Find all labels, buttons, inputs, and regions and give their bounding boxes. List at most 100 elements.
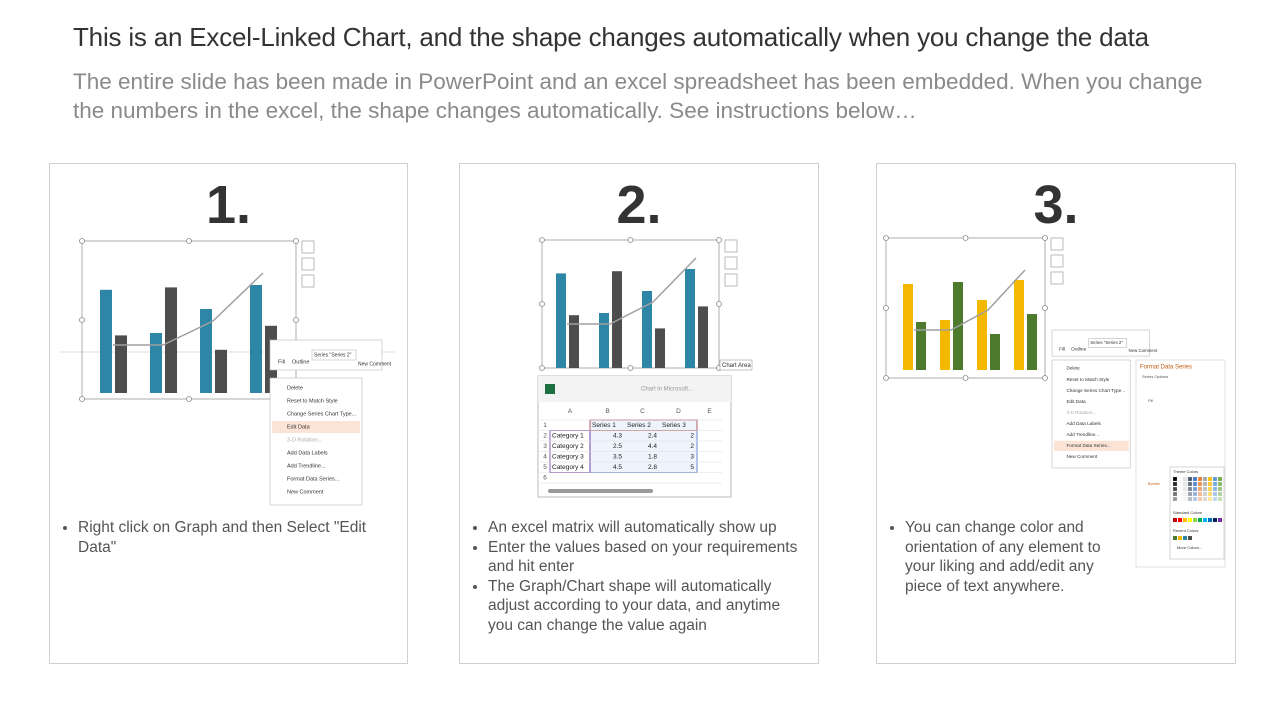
label: Category 4	[552, 464, 584, 471]
handle	[883, 305, 889, 311]
swatch	[1203, 518, 1207, 522]
label: Recent Colors	[1173, 528, 1198, 533]
swatch	[1172, 496, 1178, 502]
swatch	[1178, 536, 1182, 540]
chart-button	[1050, 237, 1064, 251]
swatch	[1192, 496, 1198, 502]
swatch	[1207, 476, 1213, 482]
label: 5	[543, 464, 547, 471]
handle	[1042, 235, 1048, 241]
swatch	[1202, 481, 1208, 487]
slide-subtitle: The entire slide has been made in PowerP…	[73, 69, 1203, 123]
swatch	[1172, 476, 1178, 482]
swatch	[1192, 481, 1198, 487]
panel: 2. An excel matrix will automatically sho…	[459, 163, 819, 664]
label: Edit Data	[1066, 399, 1086, 404]
chart-button	[301, 274, 315, 288]
label: 2	[690, 432, 694, 439]
label: 2.8	[648, 464, 657, 471]
swatch	[1187, 476, 1193, 482]
label: A	[568, 408, 573, 415]
bullet: You can change color and orientation of …	[905, 518, 1105, 596]
swatch	[1173, 518, 1177, 522]
swatch	[1202, 496, 1208, 502]
handle	[293, 317, 299, 323]
handle	[1042, 375, 1048, 381]
swatch	[1187, 481, 1193, 487]
handle	[1042, 305, 1048, 311]
excel-titlebar	[538, 376, 731, 402]
label: Change Series Chart Type...	[1066, 388, 1125, 393]
bar	[215, 349, 227, 393]
handle	[883, 375, 889, 381]
menu-highlight	[272, 421, 360, 433]
chart-button	[301, 240, 315, 254]
bar	[599, 313, 609, 368]
bullets: You can change color and orientation of …	[877, 518, 1105, 596]
bar	[200, 309, 212, 393]
swatch	[1182, 476, 1188, 482]
label: Outline	[292, 359, 309, 365]
dropdown	[1088, 338, 1128, 348]
label: Add Trendline...	[287, 463, 326, 469]
swatch	[1207, 486, 1213, 492]
label: Reset to Match Style	[1066, 377, 1109, 382]
bar	[698, 306, 708, 368]
bullet: An excel matrix will automatically show …	[488, 518, 808, 538]
bar	[250, 285, 262, 393]
swatch	[1213, 518, 1217, 522]
swatch	[1192, 476, 1198, 482]
label: Series 1	[592, 422, 616, 429]
label: Edit Data	[287, 424, 311, 430]
handle	[962, 235, 969, 241]
handle	[539, 301, 545, 307]
swatch	[1217, 496, 1223, 502]
bar	[685, 269, 695, 368]
chart-button	[1050, 254, 1064, 268]
label: Delete	[1066, 366, 1080, 371]
handle	[186, 396, 192, 402]
swatch	[1187, 486, 1193, 492]
handle	[627, 237, 634, 243]
bullets: An excel matrix will automatically show …	[460, 518, 808, 635]
swatch	[1182, 486, 1188, 492]
bar	[642, 291, 652, 368]
label: 1.8	[648, 453, 657, 460]
label: 3-D Rotation...	[1066, 410, 1096, 415]
swatch	[1198, 518, 1202, 522]
context-menu	[269, 377, 363, 506]
swatch	[1182, 491, 1188, 497]
label: Series 2	[627, 422, 651, 429]
label: 2	[690, 443, 694, 450]
bar	[990, 334, 1000, 370]
bar	[100, 289, 112, 393]
swatch	[1207, 496, 1213, 502]
label: New Comment	[1066, 454, 1097, 459]
swatch	[1217, 491, 1223, 497]
swatch	[1217, 486, 1223, 492]
chart-button	[724, 256, 738, 270]
step-number: 1.	[205, 175, 252, 235]
label: E	[707, 408, 712, 415]
bullet: Right click on Graph and then Select "Ed…	[78, 518, 378, 557]
label: Series "Series 2"	[314, 352, 352, 358]
label: Add Trendline...	[1066, 432, 1099, 437]
swatch	[1212, 491, 1218, 497]
swatch	[1212, 486, 1218, 492]
handle	[716, 237, 722, 243]
label: 2	[543, 432, 547, 439]
label: Reset to Match Style	[287, 398, 338, 404]
step-number: 2.	[616, 175, 662, 235]
label: Format Data Series...	[287, 476, 340, 482]
swatch	[1177, 491, 1183, 497]
label: 3-D Rotation...	[287, 437, 323, 443]
swatch	[1173, 536, 1177, 540]
bar	[569, 315, 579, 368]
label: 2.5	[613, 443, 622, 450]
swatch	[1177, 481, 1183, 487]
label: Delete	[287, 385, 303, 391]
bar	[916, 322, 926, 370]
swatch	[1172, 481, 1178, 487]
swatch	[1193, 518, 1197, 522]
